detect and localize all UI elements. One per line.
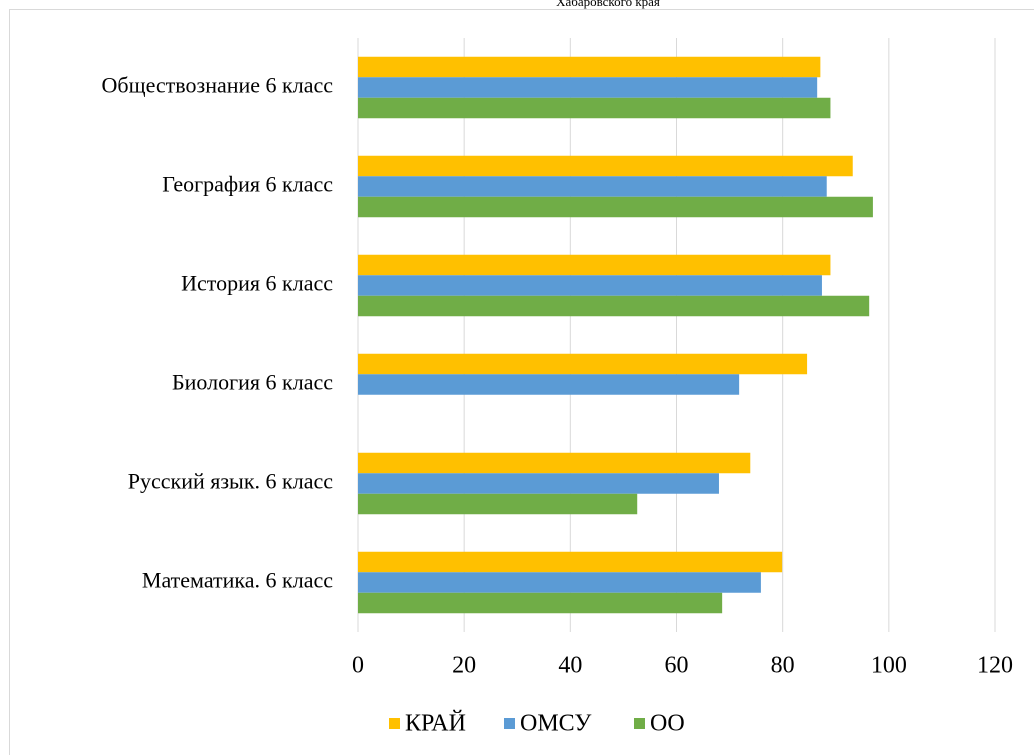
bar [358, 473, 719, 494]
x-tick-label: 0 [352, 653, 364, 679]
bar [358, 353, 808, 375]
bar [358, 592, 723, 614]
y-tick-label: История 6 класс [181, 271, 333, 296]
x-tick-label: 100 [871, 653, 907, 679]
legend-label: КРАЙ [405, 711, 466, 737]
chart-border [9, 9, 1034, 755]
chart-title: Хабаровского края [556, 0, 660, 9]
bar [358, 572, 761, 593]
bar [358, 176, 827, 197]
y-tick-label: Русский язык. 6 класс [128, 469, 333, 494]
legend-swatch [389, 718, 400, 729]
bar [358, 374, 740, 395]
bar [358, 56, 821, 78]
bar [358, 295, 870, 317]
x-tick-label: 80 [771, 653, 795, 679]
bar [358, 155, 853, 177]
y-tick-label: Обществознание 6 класс [102, 73, 334, 98]
bar [358, 77, 818, 98]
bar [358, 254, 831, 276]
y-tick-label: Биология 6 класс [172, 370, 333, 395]
bar [358, 97, 831, 119]
y-tick-label: География 6 класс [162, 172, 333, 197]
bar [358, 275, 822, 296]
bar [358, 196, 873, 218]
legend-label: ОО [650, 711, 685, 737]
x-tick-label: 120 [977, 653, 1013, 679]
x-tick-label: 20 [452, 653, 476, 679]
x-tick-label: 40 [558, 653, 582, 679]
x-tick-label: 60 [665, 653, 689, 679]
bar [358, 493, 638, 515]
y-tick-label: Математика. 6 класс [142, 568, 333, 593]
legend-swatch [504, 718, 515, 729]
legend-label: ОМСУ [520, 711, 591, 737]
legend-swatch [634, 718, 645, 729]
bar [358, 551, 783, 573]
bar [358, 452, 751, 474]
